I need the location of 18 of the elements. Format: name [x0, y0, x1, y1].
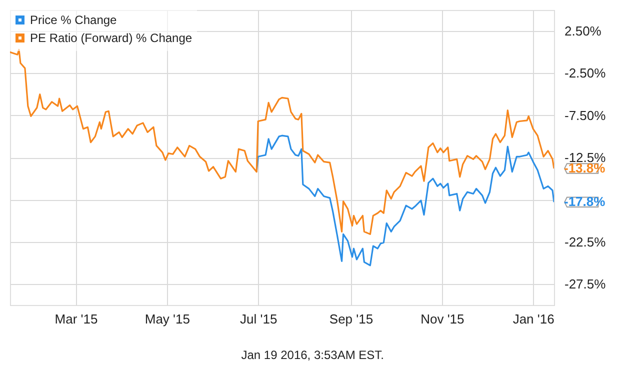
x-tick-label: Nov '15 — [420, 312, 464, 326]
y-tick-label: 2.50% — [564, 24, 602, 39]
text: Jan 19 2016, 3:53AM EST. — [241, 348, 384, 362]
y-tick-label: -27.5% — [564, 276, 606, 292]
y-tick-label: -22.5% — [564, 234, 606, 250]
line-series — [10, 48, 554, 235]
line-series — [256, 134, 554, 266]
legend-label: PE Ratio (Forward) % Change — [30, 31, 192, 45]
x-tick-label: Jul '15 — [240, 312, 278, 326]
y-tick-label: -7.50% — [564, 108, 606, 123]
y-tick-label: -2.50% — [564, 66, 606, 81]
data-label: -17.8% — [564, 194, 606, 210]
y-tick-label: -12.5% — [564, 150, 606, 165]
x-tick-label: May '15 — [144, 312, 190, 326]
x-tick-label: Sep '15 — [329, 312, 374, 326]
legend-label: Price % Change — [30, 13, 118, 27]
x-tick-label: Mar '15 — [54, 312, 98, 326]
x-tick-label: Jan '16 — [512, 312, 554, 326]
